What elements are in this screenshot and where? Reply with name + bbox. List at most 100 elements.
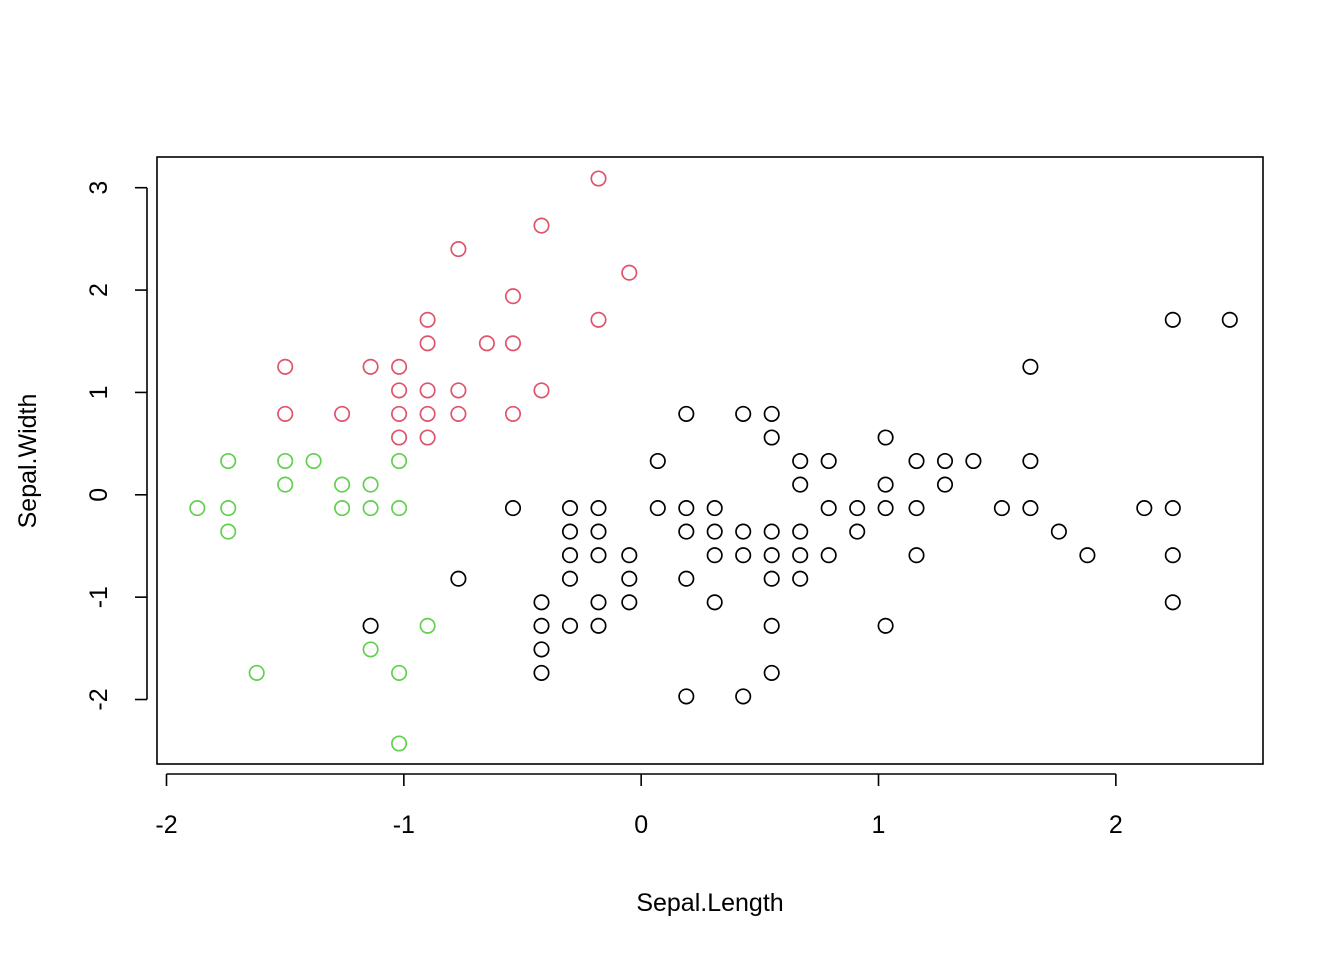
- data-point: [1164, 500, 1181, 517]
- data-point: [419, 335, 436, 352]
- data-point: [220, 523, 237, 540]
- data-point: [450, 241, 467, 258]
- data-point: [277, 476, 294, 493]
- data-point: [792, 547, 809, 564]
- data-point: [362, 617, 379, 634]
- data-point: [1164, 311, 1181, 328]
- data-point: [678, 500, 695, 517]
- data-point: [763, 664, 780, 681]
- data-point: [220, 452, 237, 470]
- data-point: [334, 405, 351, 422]
- data-point: [561, 523, 579, 540]
- y-axis: -2 -1 0 1 2 3: [85, 181, 148, 711]
- data-point: [621, 570, 638, 587]
- data-point: [561, 547, 579, 564]
- data-point: [504, 335, 522, 352]
- y-tick-label: 0: [85, 488, 113, 502]
- data-point: [936, 452, 954, 470]
- data-point: [391, 358, 408, 375]
- data-point: [792, 570, 809, 587]
- data-point: [277, 405, 294, 422]
- data-point: [1164, 594, 1181, 611]
- data-point: [590, 500, 607, 517]
- data-point: [908, 452, 925, 470]
- data-point: [590, 170, 607, 187]
- data-point: [877, 476, 894, 493]
- data-point: [763, 547, 780, 564]
- data-point: [419, 429, 436, 446]
- data-point: [649, 452, 666, 470]
- data-point: [561, 570, 579, 587]
- data-point: [478, 335, 495, 352]
- x-tick-label: 0: [634, 811, 648, 839]
- data-point: [248, 664, 265, 681]
- data-point: [391, 452, 408, 470]
- x-axis: -2 -1 0 1 2: [155, 773, 1123, 839]
- data-point: [590, 594, 607, 611]
- x-tick-label: 1: [872, 811, 886, 839]
- data-point: [533, 664, 550, 681]
- data-point: [220, 500, 237, 517]
- data-point: [1022, 452, 1039, 470]
- data-point: [391, 382, 408, 399]
- data-point: [993, 500, 1010, 517]
- data-point: [391, 735, 408, 752]
- data-point: [189, 500, 206, 517]
- data-point: [621, 264, 638, 281]
- data-point: [277, 452, 294, 470]
- data-point: [936, 476, 954, 493]
- data-point: [908, 500, 925, 517]
- data-point: [678, 570, 695, 587]
- data-point: [450, 382, 467, 399]
- data-point: [533, 217, 550, 234]
- data-point: [706, 500, 723, 517]
- data-point: [419, 311, 436, 328]
- data-point: [621, 594, 638, 611]
- data-point: [590, 547, 607, 564]
- data-point: [763, 617, 780, 634]
- y-tick-label: -2: [85, 688, 113, 710]
- data-point: [533, 382, 550, 399]
- data-point: [820, 547, 837, 564]
- y-tick-label: 2: [85, 283, 113, 297]
- data-point: [362, 500, 379, 517]
- data-point: [504, 288, 522, 305]
- data-point: [334, 476, 351, 493]
- y-tick-label: -1: [85, 586, 113, 608]
- data-point: [763, 570, 780, 587]
- data-point: [706, 523, 723, 540]
- data-point: [419, 382, 436, 399]
- data-point: [1136, 500, 1153, 517]
- data-point: [590, 523, 607, 540]
- data-point: [706, 594, 723, 611]
- data-point: [678, 523, 695, 540]
- data-point: [735, 523, 752, 540]
- data-point: [590, 311, 607, 328]
- data-point: [362, 641, 379, 658]
- data-point: [849, 523, 866, 540]
- data-point: [391, 500, 408, 517]
- data-point: [362, 358, 379, 375]
- data-point: [1022, 500, 1039, 517]
- data-point: [706, 547, 723, 564]
- data-point: [504, 405, 522, 422]
- points-layer: [189, 170, 1238, 752]
- data-point: [450, 405, 467, 422]
- data-point: [877, 429, 894, 446]
- data-point: [450, 570, 467, 587]
- y-axis-label: Sepal.Width: [14, 394, 42, 529]
- data-point: [419, 405, 436, 422]
- data-point: [965, 452, 982, 470]
- data-point: [419, 617, 436, 634]
- data-point: [561, 500, 579, 517]
- data-point: [678, 405, 695, 422]
- data-point: [908, 547, 925, 564]
- data-point: [334, 500, 351, 517]
- data-point: [1050, 523, 1067, 540]
- x-tick-label: 2: [1109, 811, 1123, 839]
- data-point: [877, 500, 894, 517]
- plot-frame: [156, 156, 1264, 765]
- data-point: [305, 452, 322, 470]
- data-point: [362, 476, 379, 493]
- data-point: [533, 617, 550, 634]
